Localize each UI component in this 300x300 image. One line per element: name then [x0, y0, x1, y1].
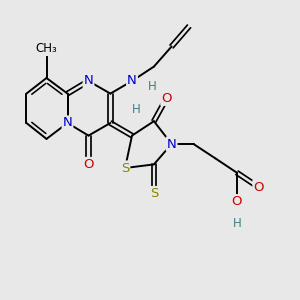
- Text: O: O: [161, 92, 172, 105]
- Text: S: S: [150, 187, 158, 200]
- Text: CH₃: CH₃: [36, 42, 57, 55]
- Text: O: O: [254, 181, 264, 194]
- Text: O: O: [83, 158, 94, 171]
- Text: N: N: [127, 74, 137, 88]
- Text: H: H: [148, 80, 156, 93]
- Text: S: S: [121, 161, 129, 175]
- Text: N: N: [167, 137, 176, 151]
- Text: N: N: [63, 116, 72, 130]
- Text: N: N: [84, 74, 93, 88]
- Text: O: O: [232, 195, 242, 208]
- Text: H: H: [132, 103, 141, 116]
- Text: H: H: [233, 217, 242, 230]
